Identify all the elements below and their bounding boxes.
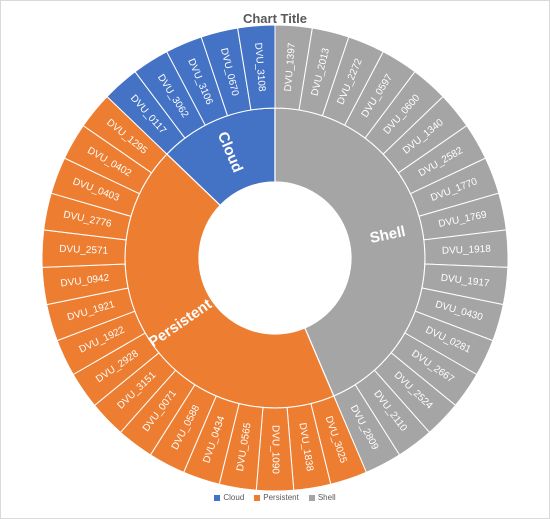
legend-label: Cloud — [223, 493, 245, 502]
label-dvu-1397: DVU_1397 — [283, 42, 298, 92]
legend-label: Persistent — [263, 493, 299, 502]
segment-dvu-1295[interactable] — [82, 95, 168, 174]
label-dvu-1918: DVU_1918 — [442, 244, 492, 257]
legend-swatch — [214, 494, 221, 501]
chart-title: Chart Title — [242, 11, 308, 26]
legend-item-cloud: Cloud — [214, 493, 244, 502]
legend-swatch — [308, 494, 315, 501]
label-shell: Shell — [368, 223, 407, 247]
label-dvu-3108: DVU_3108 — [252, 42, 267, 92]
legend-label: Shell — [317, 493, 336, 502]
legend-item-persistent: Persistent — [254, 493, 299, 502]
label-dvu-1090: DVU_1090 — [270, 425, 281, 474]
legend-item-shell: Shell — [308, 493, 336, 502]
chart-legend: Cloud Persistent Shell — [1, 493, 549, 502]
label-dvu-2571: DVU_2571 — [59, 244, 109, 257]
legend-swatch — [254, 494, 261, 501]
